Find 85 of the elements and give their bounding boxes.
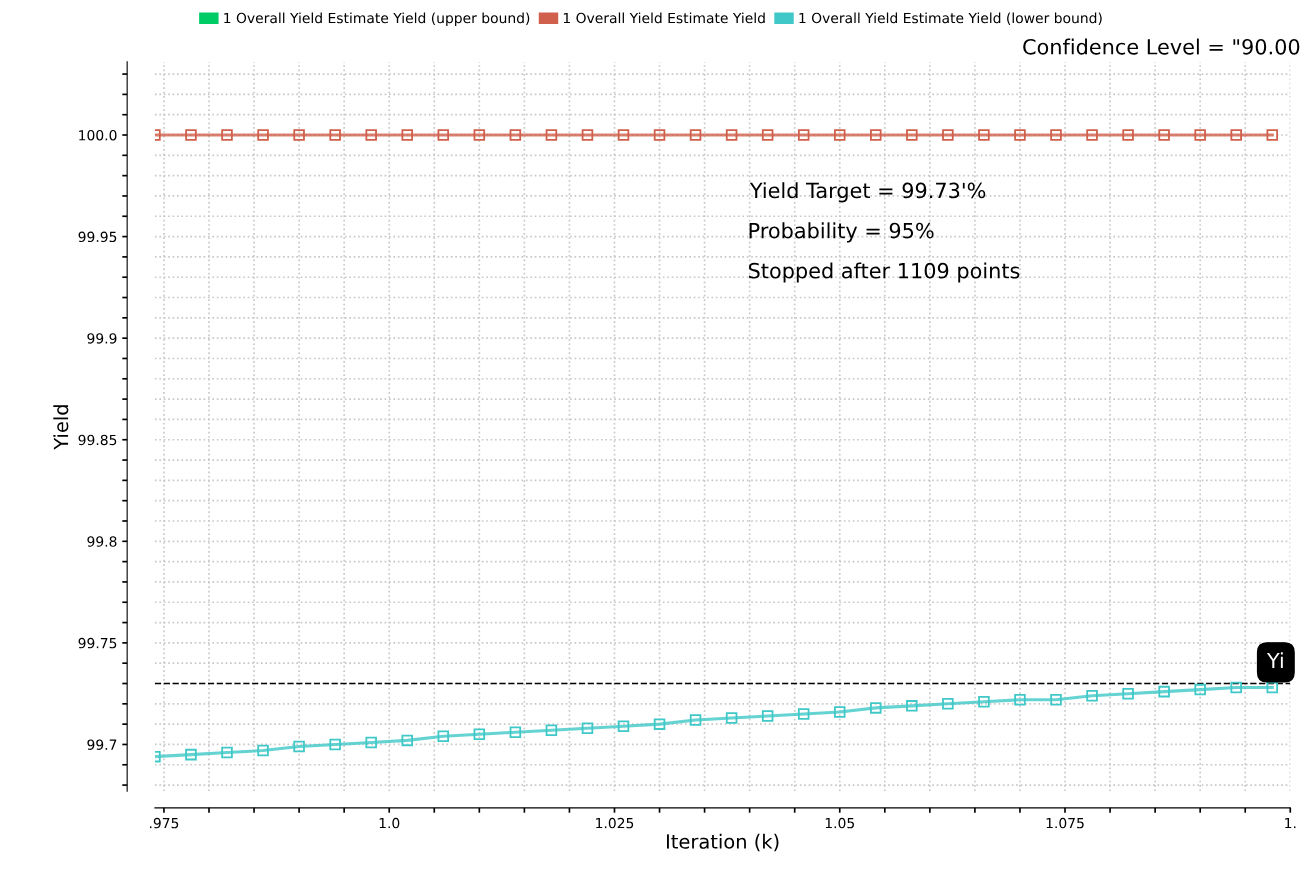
y-tick-label: 100.0 xyxy=(79,129,117,141)
point xyxy=(1266,129,1279,141)
y-axis-title: Yield xyxy=(53,405,69,450)
annotation: Probability = 95% xyxy=(749,222,934,243)
point xyxy=(437,129,450,141)
point xyxy=(437,730,450,743)
point xyxy=(1194,683,1206,696)
y-tick-label: 99.8 xyxy=(87,536,117,547)
annotation: Stopped after 1109 points xyxy=(748,262,1020,283)
point xyxy=(1014,693,1026,706)
x-tick-label: .975 xyxy=(149,817,179,829)
point xyxy=(1194,129,1206,141)
y-tick-label: 99.75 xyxy=(78,637,117,649)
point xyxy=(293,129,305,141)
point xyxy=(401,734,414,747)
point xyxy=(581,129,594,141)
point xyxy=(689,129,702,141)
point xyxy=(761,129,774,141)
point xyxy=(761,710,774,722)
point xyxy=(221,746,233,759)
point xyxy=(906,700,918,712)
point xyxy=(1050,129,1062,141)
point xyxy=(1014,129,1026,141)
point xyxy=(689,714,702,726)
point xyxy=(942,129,954,141)
point xyxy=(617,129,630,141)
legend-label: 1 Overall Yield Estimate Yield (lower bound) xyxy=(799,12,1102,25)
point xyxy=(1086,689,1098,702)
point xyxy=(725,712,738,724)
x-tick-label: 1.0 xyxy=(379,817,400,829)
x-tick-label: 1.025 xyxy=(596,817,634,829)
point xyxy=(617,720,630,732)
y-tick-label: 99.95 xyxy=(78,231,117,243)
point xyxy=(293,740,305,753)
point xyxy=(1158,685,1170,698)
point xyxy=(473,728,486,741)
point xyxy=(1266,681,1279,694)
point xyxy=(257,744,269,757)
point xyxy=(221,129,233,141)
text: Confidence Level = "90.00 xyxy=(1023,38,1300,55)
legend-label: 1 Overall Yield Estimate Yield (upper bound) xyxy=(224,12,530,26)
legend-label: 1 Overall Yield Estimate Yield xyxy=(563,12,765,24)
point xyxy=(1122,129,1134,141)
y-tick-label: 99.7 xyxy=(87,739,117,750)
point xyxy=(1230,681,1242,694)
point xyxy=(473,129,486,141)
point xyxy=(978,696,990,708)
point xyxy=(581,722,594,734)
x-axis-title: Iteration (k) xyxy=(666,833,779,852)
point xyxy=(365,129,377,141)
point xyxy=(1050,693,1062,706)
y-tick-label: 99.85 xyxy=(78,434,117,446)
point xyxy=(1122,687,1134,700)
point xyxy=(906,129,918,141)
point xyxy=(833,129,846,141)
point xyxy=(545,724,558,737)
point xyxy=(257,129,269,141)
point xyxy=(1158,129,1170,141)
x-tick-label: 1. xyxy=(1285,818,1296,829)
x-tick-label: 1.075 xyxy=(1046,817,1084,829)
point xyxy=(509,129,522,141)
point xyxy=(509,726,522,739)
point xyxy=(1230,129,1242,141)
point xyxy=(797,129,810,141)
ref-line-label: Yi xyxy=(1266,652,1283,669)
point xyxy=(870,129,882,141)
point xyxy=(185,129,197,141)
point xyxy=(365,736,377,749)
point xyxy=(797,708,810,720)
point xyxy=(978,129,990,141)
point xyxy=(545,129,558,141)
point xyxy=(870,702,882,714)
point xyxy=(329,129,341,141)
y-tick-label: 99.9 xyxy=(87,333,117,344)
point xyxy=(401,129,414,141)
point xyxy=(185,748,197,761)
point xyxy=(653,718,666,730)
x-tick-label: 1.05 xyxy=(825,817,854,829)
point xyxy=(725,129,738,141)
point xyxy=(942,698,954,710)
point xyxy=(833,706,846,718)
annotation: Yield Target = 99.73'% xyxy=(749,182,986,203)
point xyxy=(329,738,341,751)
point xyxy=(653,129,666,141)
point xyxy=(1086,129,1098,141)
